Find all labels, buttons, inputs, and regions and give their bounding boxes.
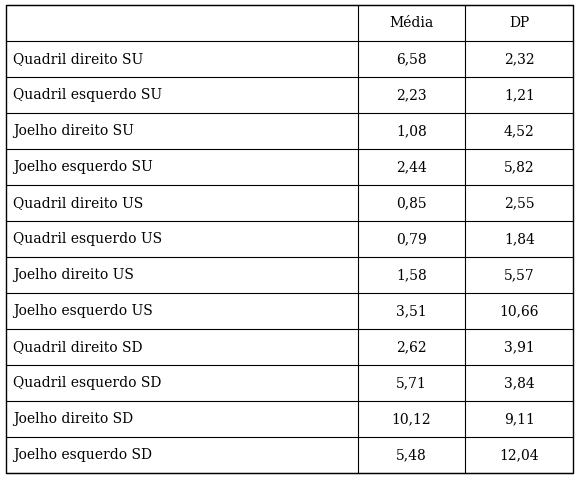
Text: 2,32: 2,32 (504, 52, 534, 66)
Text: 3,91: 3,91 (504, 340, 534, 354)
Text: 1,58: 1,58 (396, 268, 427, 282)
Text: Quadril direito SD: Quadril direito SD (13, 340, 143, 354)
Text: Joelho esquerdo SU: Joelho esquerdo SU (13, 160, 153, 174)
Text: 1,08: 1,08 (396, 124, 427, 138)
Text: 1,21: 1,21 (504, 88, 535, 102)
Text: Quadril esquerdo SD: Quadril esquerdo SD (13, 376, 162, 390)
Text: 5,71: 5,71 (396, 376, 427, 390)
Text: 2,23: 2,23 (396, 88, 427, 102)
Text: Joelho direito SD: Joelho direito SD (13, 412, 133, 426)
Text: 5,82: 5,82 (504, 160, 534, 174)
Text: Joelho esquerdo SD: Joelho esquerdo SD (13, 448, 152, 462)
Text: Quadril direito US: Quadril direito US (13, 196, 144, 210)
Text: DP: DP (509, 16, 529, 30)
Text: 12,04: 12,04 (500, 448, 539, 462)
Text: Quadril esquerdo SU: Quadril esquerdo SU (13, 88, 163, 102)
Text: 3,51: 3,51 (396, 304, 427, 318)
Text: 3,84: 3,84 (504, 376, 534, 390)
Text: 2,62: 2,62 (396, 340, 427, 354)
Text: 6,58: 6,58 (396, 52, 427, 66)
Text: 1,84: 1,84 (504, 232, 535, 246)
Text: 2,55: 2,55 (504, 196, 534, 210)
Text: 9,11: 9,11 (504, 412, 535, 426)
Text: 5,57: 5,57 (504, 268, 534, 282)
Text: Joelho direito US: Joelho direito US (13, 268, 134, 282)
Text: 0,79: 0,79 (396, 232, 427, 246)
Text: Média: Média (389, 16, 434, 30)
Text: Quadril esquerdo US: Quadril esquerdo US (13, 232, 163, 246)
Text: 10,12: 10,12 (391, 412, 431, 426)
Text: Joelho direito SU: Joelho direito SU (13, 124, 134, 138)
Text: 0,85: 0,85 (396, 196, 427, 210)
Text: 10,66: 10,66 (500, 304, 539, 318)
Text: Joelho esquerdo US: Joelho esquerdo US (13, 304, 153, 318)
Text: Quadril direito SU: Quadril direito SU (13, 52, 144, 66)
Text: 4,52: 4,52 (504, 124, 534, 138)
Text: 2,44: 2,44 (396, 160, 427, 174)
Text: 5,48: 5,48 (396, 448, 427, 462)
